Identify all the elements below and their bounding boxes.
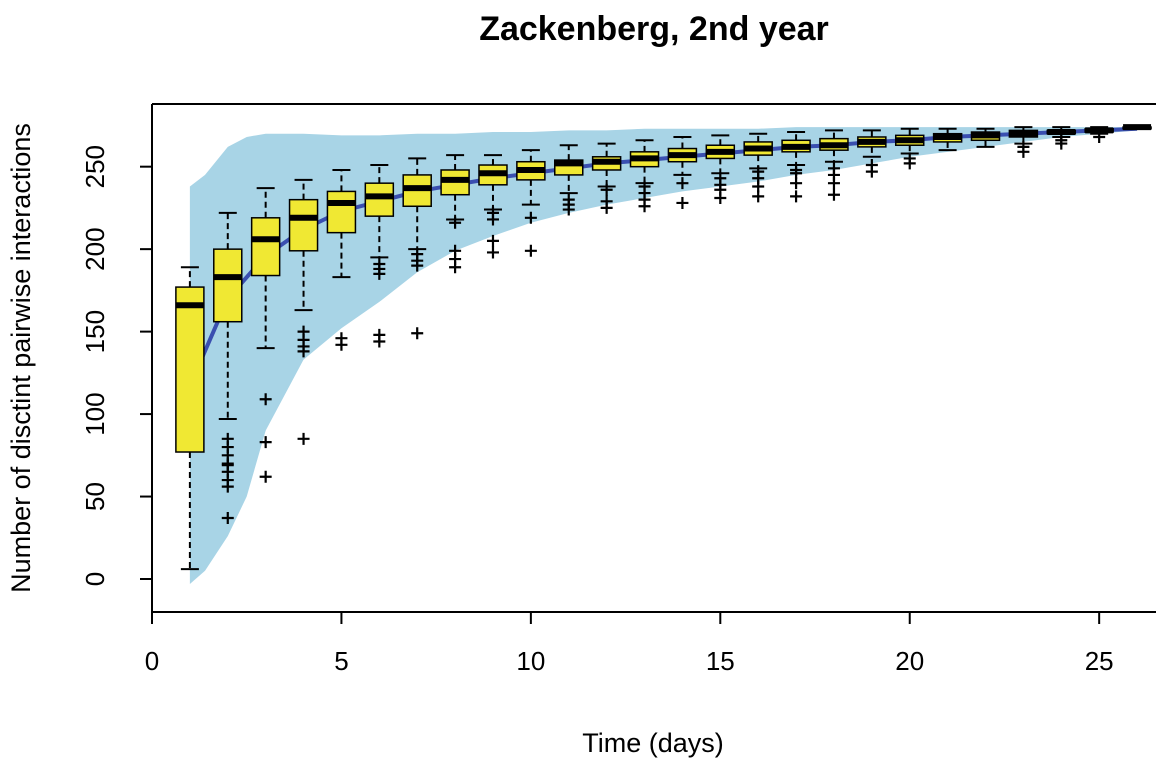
outlier-point [373,335,386,348]
box-group [326,168,357,351]
outlier-point [221,511,234,524]
outlier-point [562,203,575,216]
y-tick-label: 100 [80,392,110,435]
box-group [213,211,243,524]
box-group [819,129,849,201]
box [364,182,395,217]
outlier-point [600,183,613,196]
box-group [705,134,736,205]
y-tick-label: 0 [80,572,110,586]
box-group [667,135,698,209]
outlier-point [903,157,916,170]
box-group [591,142,622,214]
box-group [857,129,887,178]
box-group [554,144,584,216]
outlier-point [865,165,878,178]
y-tick-label: 50 [80,482,110,511]
envelope-layer [189,127,1138,584]
box-group [629,139,660,213]
outlier-point [752,190,765,203]
outlier-point [524,211,537,224]
y-axis-label: Number of disctint pairwise interactions [6,123,36,593]
outlier-point [827,177,840,190]
y-tick-label: 200 [80,227,110,270]
outlier-point [790,177,803,190]
outlier-point [259,393,272,406]
outlier-point [411,327,424,340]
box-group [516,149,546,257]
outlier-point [259,436,272,449]
outlier-point [486,234,499,247]
box-group [781,131,811,203]
y-tick-label: 150 [80,310,110,353]
box-group [364,164,395,348]
outlier-point [486,246,499,259]
box [175,286,205,453]
boxplot-layer [175,124,1152,571]
outlier-point [449,261,462,274]
outlier-point [486,213,499,226]
box-group [743,132,773,203]
chart-title: Zackenberg, 2nd year [479,10,829,48]
x-tick-label: 0 [145,646,159,676]
outlier-point [638,200,651,213]
outlier-point [827,188,840,201]
box-group [440,154,470,274]
x-tick-label: 25 [1085,646,1114,676]
x-tick-label: 5 [334,646,348,676]
outlier-point [297,345,310,358]
box [250,217,281,277]
outlier-point [676,177,689,190]
outlier-point [1055,137,1068,150]
box-group [1046,126,1077,150]
outlier-point [676,196,689,209]
box-group [175,266,205,571]
outlier-point [373,267,386,280]
box-group [1084,126,1114,143]
outlier-point [600,201,613,214]
outlier-point [259,470,272,483]
box-group [288,178,319,445]
envelope-band [189,127,1138,584]
x-tick-label: 20 [895,646,924,676]
box [326,190,357,234]
box-group [478,154,508,259]
x-axis-label: Time (days) [582,728,724,758]
outlier-point [449,216,462,229]
outlier-point [714,192,727,205]
box-group [250,187,281,483]
box-group [1122,124,1152,131]
outlier-point [1017,145,1030,158]
x-tick-label: 15 [706,646,735,676]
outlier-point [524,244,537,257]
box-group [970,127,1001,148]
y-tick-label: 250 [80,145,110,188]
box [288,198,319,252]
outlier-point [297,432,310,445]
outlier-point [411,259,424,272]
box [213,248,243,323]
box-group [894,127,925,170]
outlier-point [1093,130,1106,143]
outlier-point [790,190,803,203]
box-group [402,157,432,340]
box-group [932,127,963,152]
x-tick-label: 10 [516,646,545,676]
outlier-point [221,480,234,493]
box-group [1008,126,1039,158]
outlier-point [335,338,348,351]
